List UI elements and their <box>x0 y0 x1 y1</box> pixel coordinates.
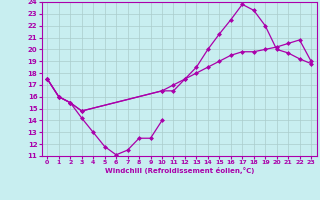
X-axis label: Windchill (Refroidissement éolien,°C): Windchill (Refroidissement éolien,°C) <box>105 167 254 174</box>
